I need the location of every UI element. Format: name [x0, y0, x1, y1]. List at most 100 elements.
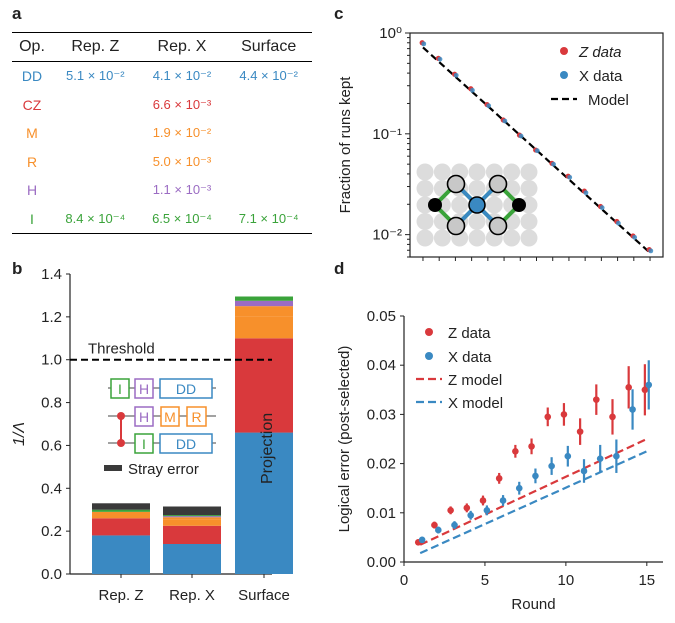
surface-cell: [225, 148, 312, 177]
lattice-qubit: [416, 180, 434, 197]
bar-segment-h: [235, 300, 293, 307]
y-tick-label: 10⁻¹: [372, 126, 402, 143]
x-tick-label: 0: [400, 572, 408, 589]
table-header-row: Op. Rep. Z Rep. X Surface: [12, 32, 312, 62]
legend-label-model: Model: [588, 92, 629, 109]
z-data-point: [495, 475, 503, 482]
y-tick-label: 10⁰: [379, 25, 402, 42]
z-data-point: [576, 428, 584, 435]
bar-segment-m: [92, 514, 150, 519]
y-tick-label: 0.8: [41, 395, 62, 412]
z-data-point: [560, 411, 568, 418]
measure-qubit: [468, 196, 486, 214]
bar-segment-m: [235, 316, 293, 339]
x-data-point: [453, 72, 459, 78]
measure-qubit: [512, 198, 526, 212]
x-data-point: [580, 467, 588, 475]
error-budget-bar-chart: 0.0 0.2 0.4 0.6 0.8 1.0 1.2 1.4 Rep. Z Rep. X Surf…: [11, 266, 293, 604]
op-cell: I: [30, 210, 34, 227]
y-tick-label: 1.4: [41, 266, 62, 283]
legend-marker-z: [560, 47, 568, 55]
bar-segment-r: [92, 511, 150, 514]
x-tick-label: Surface: [238, 587, 290, 604]
data-qubit: [446, 174, 466, 194]
data-qubit: [488, 216, 508, 236]
x-data-point: [532, 472, 539, 480]
bar-segment-cz: [92, 518, 150, 536]
header-op: Op.: [19, 38, 45, 55]
x-data-point: [564, 452, 572, 460]
x-data-point: [551, 161, 556, 167]
table-row: DD 5.1 × 10⁻² 4.1 × 10⁻² 4.4 × 10⁻²: [12, 62, 312, 91]
x-data-point: [499, 497, 507, 504]
op-cell: CZ: [22, 96, 42, 113]
gate-box-dd: [159, 433, 213, 454]
x-tick-label: Rep. X: [169, 587, 215, 604]
rep-x-cell: 1.9 × 10⁻²: [152, 125, 212, 141]
projection-label: Projection: [259, 413, 276, 484]
x-data-point: [486, 103, 492, 109]
lattice-qubit: [503, 163, 521, 181]
x-tick-label: Rep. Z: [98, 587, 143, 604]
legend-label-x: X data: [579, 68, 623, 85]
rep-z-cell: [52, 91, 139, 120]
legend-marker-z-data: [425, 328, 433, 336]
error-budget-table: Op. Rep. Z Rep. X Surface DD 5.1 × 10⁻² …: [12, 32, 312, 234]
op-cell: M: [26, 125, 38, 142]
x-model-line: [419, 450, 648, 555]
bar-segment-dd: [92, 535, 150, 574]
z-data-point: [447, 507, 454, 514]
bar-segment-r: [235, 306, 293, 317]
x-data-point: [615, 220, 621, 226]
table-row: CZ 6.6 × 10⁻³: [12, 91, 312, 120]
rep-z-cell: [52, 148, 139, 177]
gate-box-h: [134, 406, 154, 427]
bar-segment-stray: [92, 503, 150, 510]
x-data-point: [645, 381, 653, 389]
legend-label-z-model: Z model: [448, 372, 502, 389]
header-rep-x: Rep. X: [157, 38, 207, 55]
x-data-point: [435, 526, 442, 534]
op-cell: H: [26, 182, 38, 199]
bar-segment-cz: [235, 338, 293, 433]
lattice-qubit: [520, 196, 538, 214]
lattice-qubit: [468, 180, 486, 197]
gate-box-r: [186, 406, 207, 427]
rep-z-cell: [52, 119, 139, 148]
x-data-point: [470, 87, 475, 93]
x-data-point: [502, 118, 508, 124]
bar-segment-h: [163, 516, 221, 518]
x-data-point: [437, 56, 443, 62]
runs-kept-chart: 10⁰ 10⁻¹ 10⁻² Z data X data Model Fraction o…: [337, 25, 664, 261]
bar-segment-stray: [163, 506, 221, 516]
y-tick-label: 0.03: [367, 406, 396, 423]
x-data-point: [648, 248, 654, 254]
cz-dot: [117, 439, 125, 447]
table-row: I 8.4 × 10⁻⁴ 6.5 × 10⁻⁴ 7.1 × 10⁻⁴: [12, 205, 312, 234]
x-data-point: [534, 148, 540, 154]
gate-label: DD: [176, 381, 196, 397]
gate-box-i: [134, 433, 154, 454]
y-tick-label: 0.05: [367, 308, 396, 325]
gate-label: I: [142, 436, 146, 452]
bar-segment-i: [92, 509, 150, 512]
panel-letter-a: a: [12, 4, 22, 23]
gate-label: R: [191, 409, 201, 425]
lattice-qubit: [468, 163, 486, 181]
x-data-point: [596, 455, 604, 462]
z-data-point: [431, 521, 438, 529]
x-data-point: [483, 507, 491, 514]
panel-letter-d: d: [334, 259, 345, 278]
rep-x-cell: 5.0 × 10⁻³: [152, 153, 212, 169]
stray-error-swatch: [104, 465, 122, 471]
z-data-point: [593, 396, 600, 403]
x-data-point: [613, 452, 620, 460]
surface-cell: [225, 119, 312, 148]
legend: Z data X data Z model X model: [416, 325, 503, 412]
x-data-point: [599, 205, 605, 211]
lattice-qubit: [520, 213, 538, 230]
bar-segment-i: [235, 296, 293, 301]
x-data-point: [567, 174, 573, 180]
lattice-qubit: [520, 180, 538, 197]
